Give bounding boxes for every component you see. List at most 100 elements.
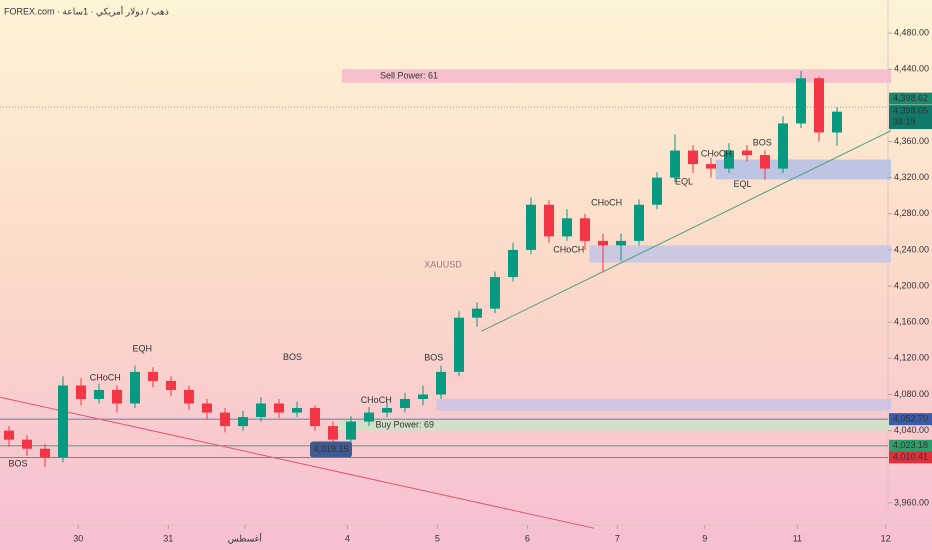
- y-tick-label: 4,360.00: [894, 136, 929, 146]
- candle-body: [4, 430, 14, 440]
- candle-body: [76, 385, 86, 399]
- candle-body: [418, 394, 428, 399]
- candle-body: [652, 177, 662, 205]
- header: FOREX.com · ذهب / دولار أمريكي · 1ساعة: [4, 4, 169, 17]
- annotation: EQL: [675, 177, 693, 187]
- y-tick-label: 4,120.00: [894, 353, 929, 363]
- annotation: CHoCH: [591, 197, 622, 207]
- candle-body: [274, 403, 284, 413]
- candle-body: [760, 155, 770, 169]
- annotation: BOS: [424, 353, 443, 363]
- candle-body: [184, 389, 194, 404]
- x-tick-label: 31: [163, 533, 173, 543]
- annotation: EQL: [733, 179, 751, 189]
- candle-body: [724, 150, 734, 169]
- price-tag: [889, 105, 932, 130]
- low-marker: [310, 441, 352, 458]
- y-tick-label: 4,440.00: [894, 64, 929, 74]
- zone: [436, 398, 891, 411]
- annotation: BOS: [283, 352, 302, 362]
- candle-body: [238, 417, 248, 427]
- annotation: BOS: [8, 458, 27, 468]
- candle-body: [562, 218, 572, 237]
- candle-body: [832, 111, 842, 133]
- zone: [337, 419, 891, 431]
- candle-body: [526, 204, 536, 250]
- candle-body: [130, 371, 140, 404]
- candle-body: [112, 389, 122, 404]
- candle-body: [346, 421, 356, 440]
- y-tick-label: 4,040.00: [894, 425, 929, 435]
- price-tag-label: 4,052.70: [893, 414, 928, 424]
- annotation: CHoCH: [90, 373, 121, 383]
- x-tick-label: 11: [793, 533, 802, 543]
- candle-body: [796, 78, 806, 124]
- y-tick-label: 4,080.00: [894, 389, 929, 399]
- candle-body: [544, 204, 554, 237]
- y-tick-label: 4,160.00: [894, 317, 929, 327]
- x-tick-label: 12: [881, 533, 891, 543]
- candle-body: [742, 150, 752, 156]
- trendline: [481, 130, 892, 332]
- x-tick-label: أغسطس: [228, 531, 262, 544]
- candle-body: [364, 412, 374, 422]
- candle-body: [472, 308, 482, 318]
- annotation: BOS: [753, 138, 772, 148]
- candle-body: [706, 164, 716, 169]
- y-tick-label: 4,280.00: [894, 208, 929, 218]
- candle-body: [22, 439, 32, 449]
- candle-body: [598, 240, 608, 246]
- x-tick-label: 30: [73, 533, 83, 543]
- candle-body: [382, 408, 392, 413]
- candle-body: [454, 317, 464, 372]
- candle-body: [292, 408, 302, 413]
- x-tick-label: 6: [525, 533, 530, 543]
- annotation: EQH: [132, 344, 152, 354]
- price-tag-label: 4,398.62: [893, 93, 928, 103]
- candle-body: [148, 371, 158, 381]
- x-tick-label: 4: [345, 533, 350, 543]
- candle-body: [436, 371, 446, 395]
- candle-body: [220, 412, 230, 427]
- candle-body: [490, 277, 500, 309]
- candle-body: [40, 448, 50, 458]
- candle-body: [688, 150, 698, 165]
- zone: [715, 159, 891, 180]
- y-tick-label: 4,240.00: [894, 244, 929, 254]
- candle-body: [778, 123, 788, 169]
- x-tick-label: 9: [702, 533, 707, 543]
- price-tag: [889, 92, 932, 105]
- price-tag: [889, 439, 932, 452]
- candle-body: [670, 150, 680, 178]
- candle-body: [814, 78, 824, 133]
- candle-body: [616, 240, 626, 246]
- price-tag-label: 4,023.18: [893, 440, 928, 450]
- candle-body: [328, 426, 338, 440]
- candle-body: [202, 403, 212, 413]
- price-tag-label: 4,398.05: [893, 105, 928, 115]
- candle-body: [580, 218, 590, 241]
- x-tick-label: 7: [615, 533, 620, 543]
- low-marker-label: 4,019.15: [313, 444, 348, 454]
- x-tick-label: 5: [435, 533, 440, 543]
- zone-label: Buy Power: 69: [376, 419, 435, 429]
- candle-body: [310, 408, 320, 427]
- candle-body: [634, 204, 644, 241]
- candle-body: [94, 389, 104, 399]
- annotation: CHoCH: [553, 244, 584, 254]
- candle-body: [508, 249, 518, 278]
- candle-body: [58, 385, 68, 458]
- candle-body: [400, 398, 410, 409]
- price-tag: [889, 451, 932, 464]
- annotation: CHoCH: [361, 395, 392, 405]
- candle-body: [256, 403, 266, 418]
- countdown: 38:19: [893, 116, 916, 126]
- price-tag-label: 4,010.41: [893, 452, 928, 462]
- price-tag: [889, 413, 932, 426]
- zone: [589, 245, 891, 263]
- trendline: [0, 396, 595, 529]
- y-tick-label: 4,480.00: [894, 27, 929, 37]
- zone-label: Sell Power: 61: [380, 70, 438, 80]
